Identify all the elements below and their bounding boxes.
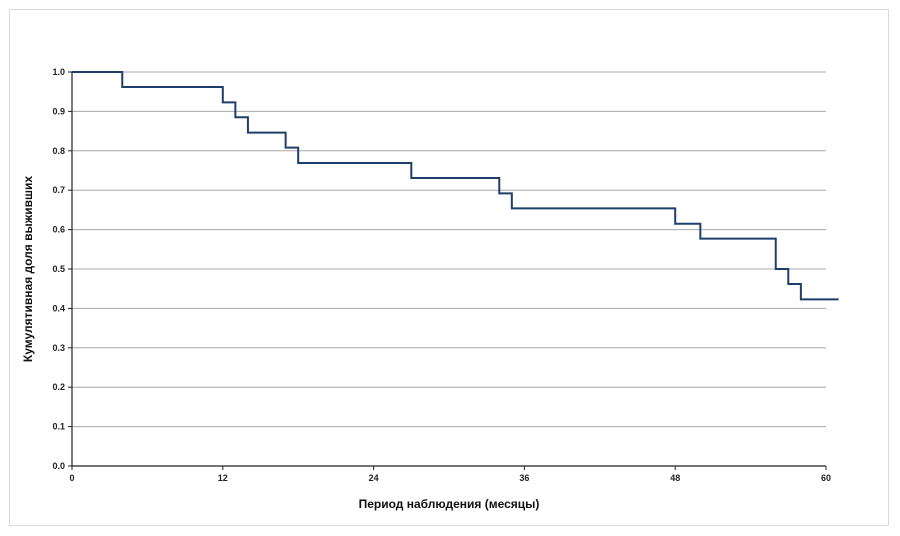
y-tick-label: 1.0 (52, 67, 65, 77)
y-tick-label: 0.7 (52, 185, 65, 195)
x-tick-label: 24 (369, 473, 379, 483)
y-axis-title: Кумулятивная доля выживших (21, 176, 35, 362)
x-tick-label: 12 (218, 473, 228, 483)
y-tick-label: 0.8 (52, 146, 65, 156)
y-tick-label: 0.3 (52, 343, 65, 353)
grid-lines (72, 71, 826, 428)
y-tick-label: 0.5 (52, 264, 65, 274)
x-tick-label: 48 (670, 473, 680, 483)
y-tick-label: 0.1 (52, 422, 65, 432)
y-tick-label: 0.0 (52, 461, 65, 471)
y-tick-label: 0.9 (52, 106, 65, 116)
y-tick-label: 0.2 (52, 382, 65, 392)
y-tick-label: 0.6 (52, 225, 65, 235)
chart-frame (9, 9, 889, 526)
y-tick-labels: 0.0 0.1 0.2 0.3 0.4 0.5 0.6 0.7 0.8 0.9 1.0 (52, 67, 65, 471)
x-tick-label: 0 (69, 473, 74, 483)
x-tick-label: 60 (821, 473, 831, 483)
x-tick-labels: 0 12 24 36 48 60 (69, 473, 831, 483)
x-tick-label: 36 (519, 473, 529, 483)
survival-curve-line (72, 71, 839, 301)
x-axis-title: Период наблюдения (месяцы) (359, 497, 540, 511)
y-tick-label: 0.4 (52, 303, 65, 313)
axes (68, 71, 827, 470)
